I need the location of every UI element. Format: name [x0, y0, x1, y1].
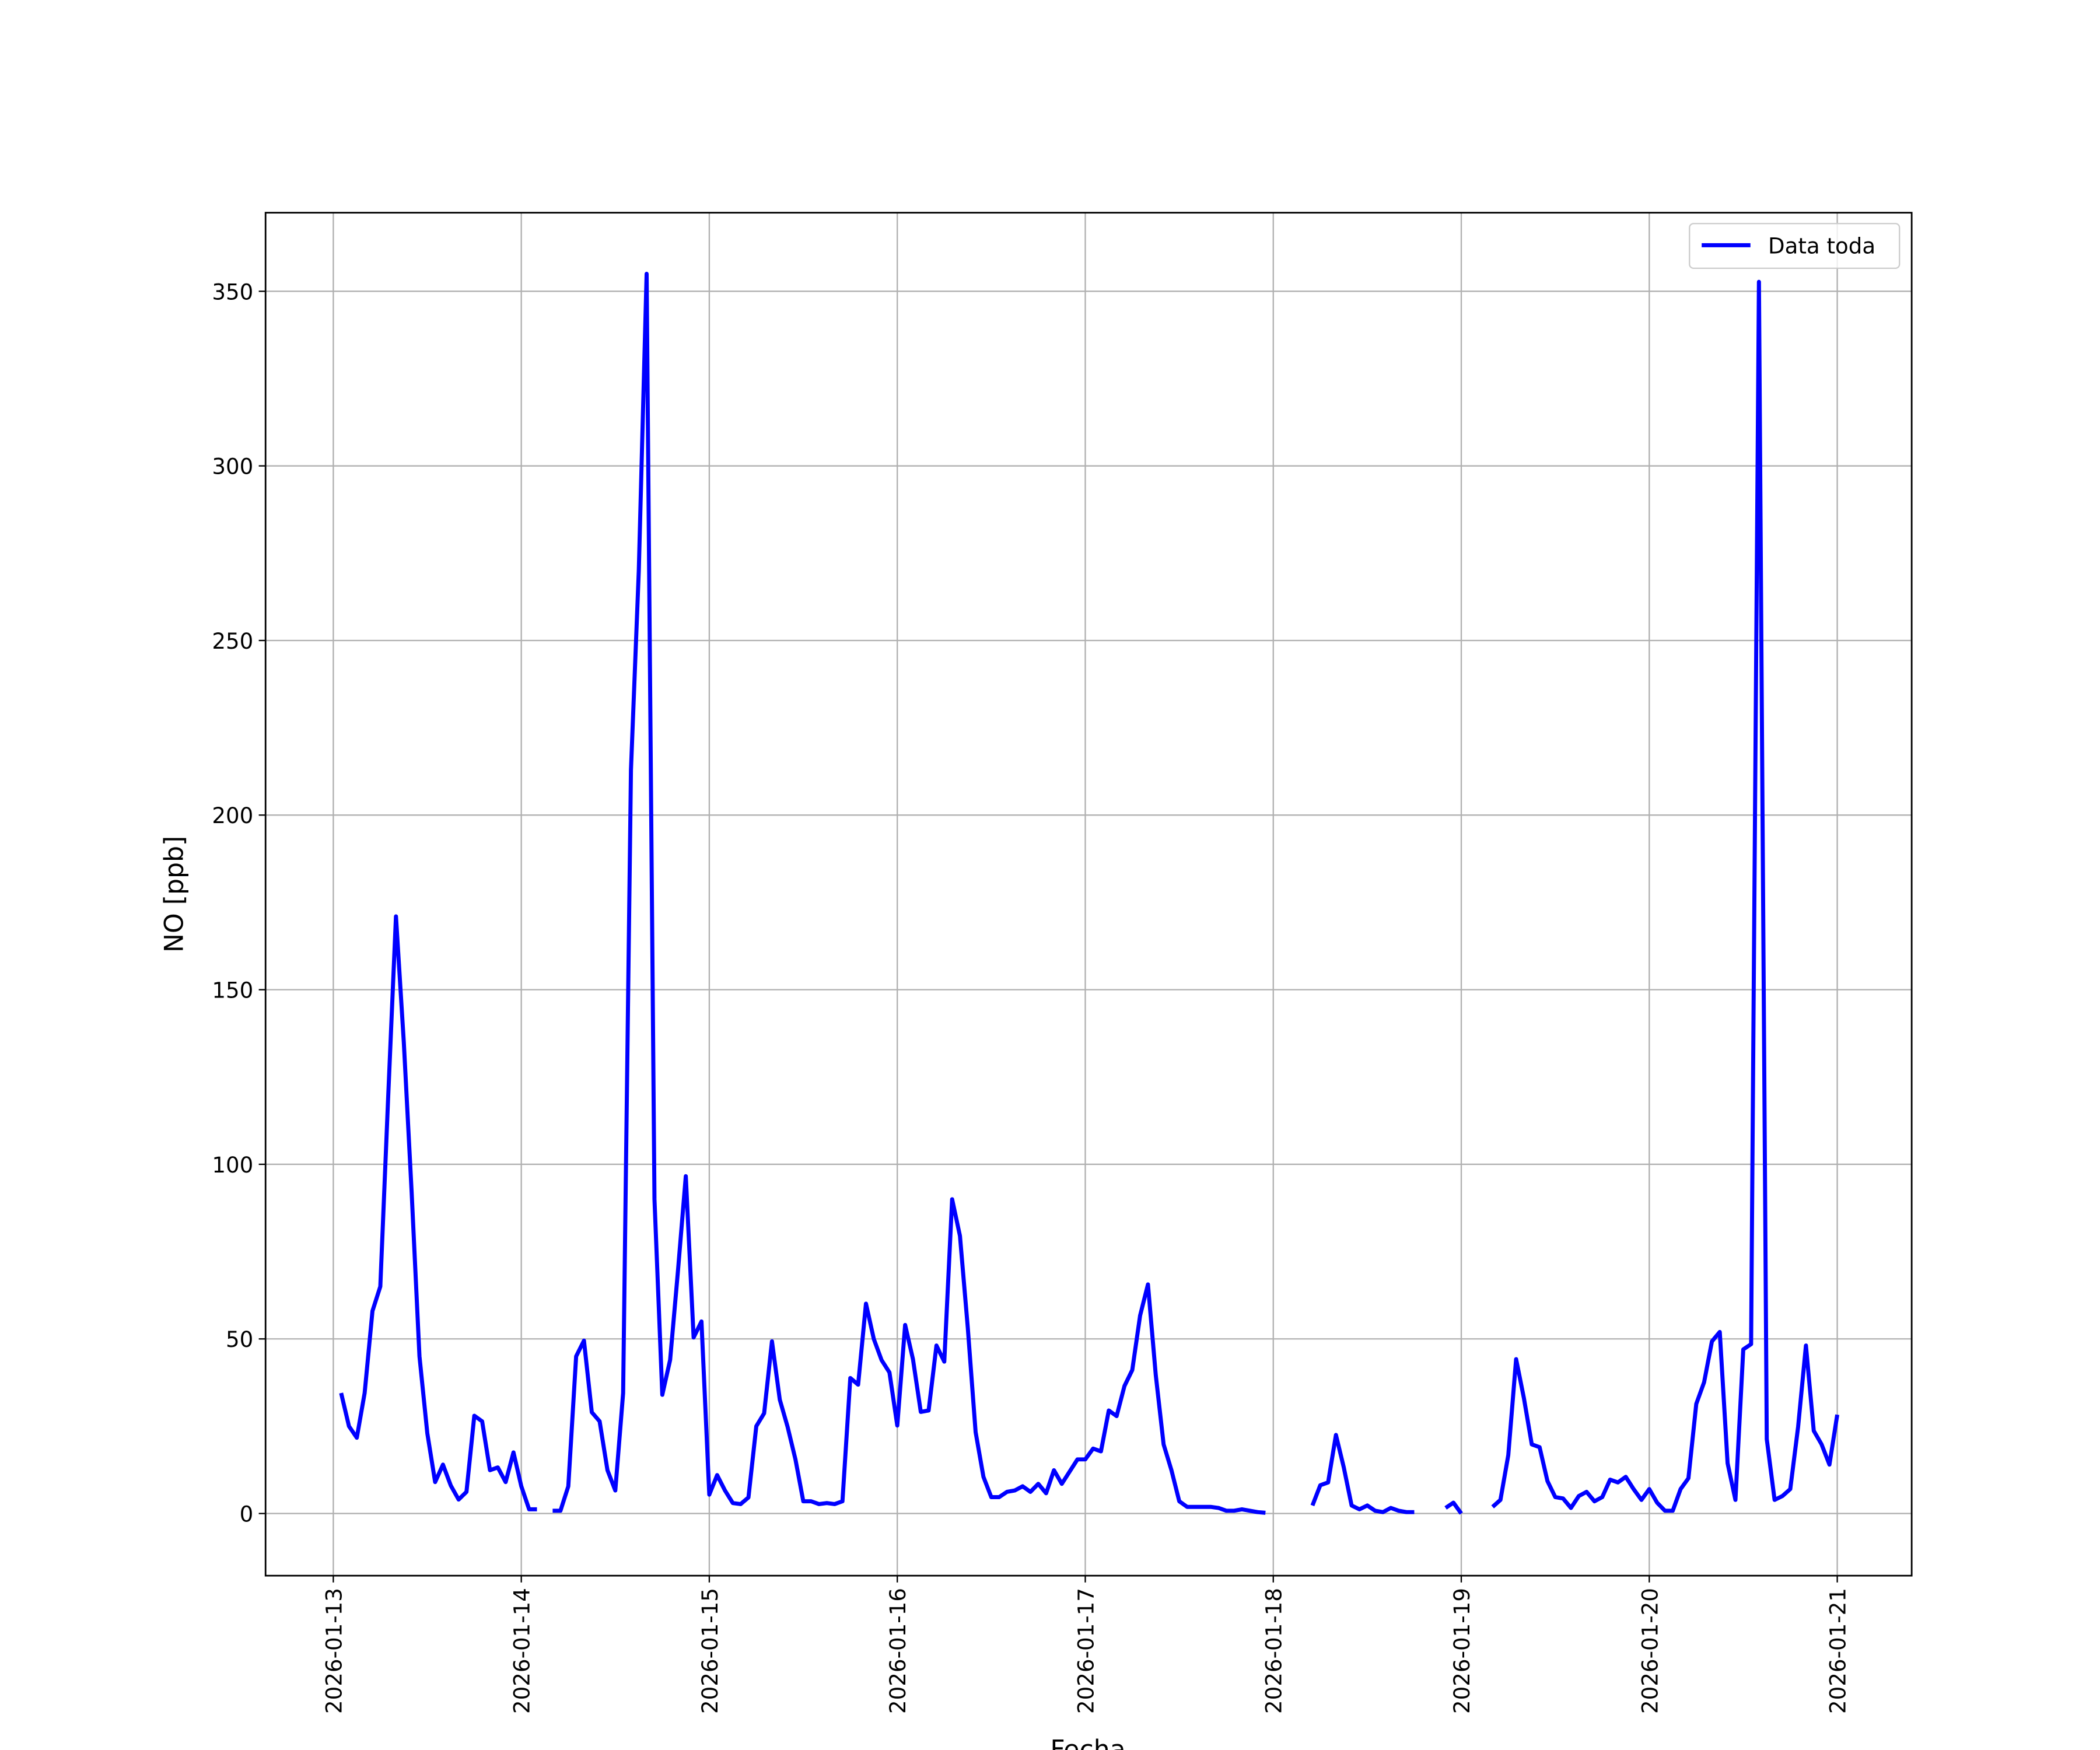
y-tick-label: 100: [212, 1153, 253, 1178]
data-line: [339, 271, 1840, 1515]
y-tick-label: 250: [212, 629, 253, 654]
legend-box: [1689, 223, 1901, 270]
x-tick-label: 2026-01-19: [1450, 1588, 1475, 1714]
x-axis-label: Fecha: [1050, 1735, 1125, 1750]
x-tick-label: 2026-01-16: [886, 1588, 911, 1714]
x-tick-label: 2026-01-14: [510, 1588, 535, 1714]
y-tick-label: 300: [212, 454, 253, 480]
y-tick-label: 200: [212, 803, 253, 828]
y-tick-label: 0: [240, 1502, 254, 1527]
x-tick-label: 2026-01-17: [1073, 1588, 1098, 1714]
y-axis-label: NO [ppb]: [160, 836, 190, 953]
x-tick-label: 2026-01-18: [1262, 1588, 1287, 1714]
y-tick-label: 150: [212, 978, 253, 1003]
x-tick-label: 2026-01-15: [698, 1588, 723, 1714]
y-tick-label: 50: [226, 1327, 253, 1352]
x-tick-label: 2026-01-13: [321, 1588, 346, 1714]
legend-label: Data toda: [1768, 233, 1875, 258]
x-tick-label: 2026-01-21: [1826, 1588, 1851, 1714]
plot-frame: [264, 212, 1913, 1577]
x-tick-label: 2026-01-20: [1637, 1588, 1662, 1714]
y-tick-label: 350: [212, 279, 253, 304]
